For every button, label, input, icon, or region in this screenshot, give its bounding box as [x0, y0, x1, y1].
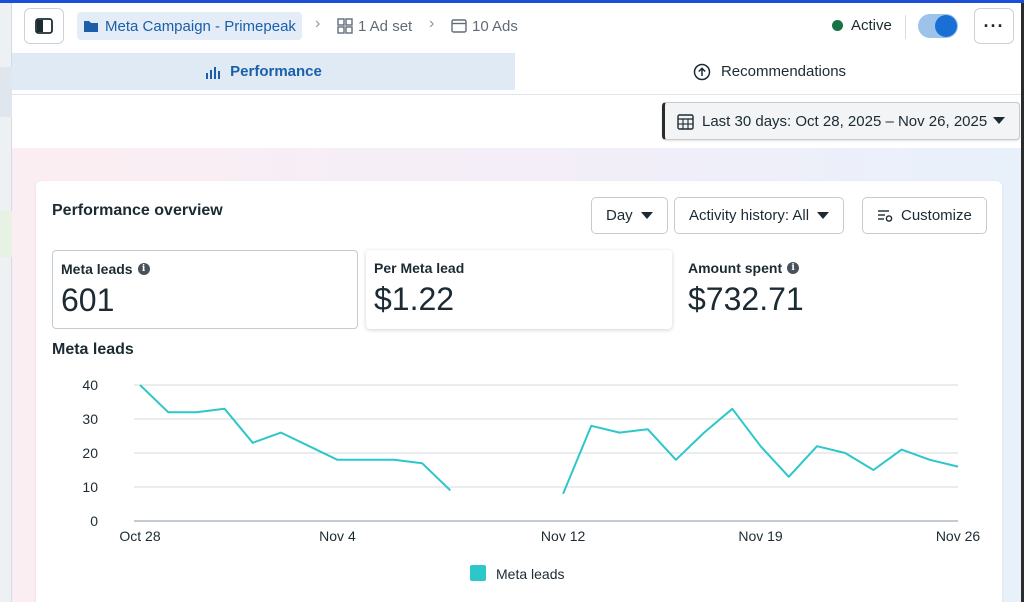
- date-range-label: Last 30 days: Oct 28, 2025 – Nov 26, 202…: [702, 112, 988, 130]
- left-panel: [0, 3, 12, 602]
- campaign-name: Meta Campaign - Primepeak: [105, 17, 296, 35]
- sidebar-toggle-button[interactable]: [24, 8, 64, 44]
- customize-button[interactable]: Customize: [862, 197, 987, 234]
- sidebar-panel-icon: [35, 18, 53, 34]
- left-panel-selected-row[interactable]: [0, 67, 12, 117]
- status-label: Active: [851, 17, 892, 34]
- metric-label-row: Meta leads i: [61, 261, 349, 277]
- tab-performance[interactable]: Performance: [12, 53, 515, 90]
- y-tick-label: 10: [82, 479, 98, 495]
- bar-chart-icon: [206, 66, 221, 79]
- activity-history-dropdown[interactable]: Activity history: All: [674, 197, 845, 234]
- left-panel-row[interactable]: [0, 211, 12, 257]
- caret-down-icon: [817, 212, 830, 219]
- tabs-divider: [12, 94, 1021, 95]
- metric-card-meta-leads[interactable]: Meta leads i 601: [52, 250, 358, 329]
- date-range-picker[interactable]: Last 30 days: Oct 28, 2025 – Nov 26, 202…: [662, 102, 1020, 140]
- tab-recommendations-label: Recommendations: [720, 63, 847, 80]
- ad-window-icon: [451, 19, 467, 33]
- customize-label: Customize: [901, 207, 972, 224]
- x-tick-label: Nov 12: [541, 528, 586, 544]
- metric-label: Amount spent: [688, 260, 783, 276]
- header: Meta Campaign - Primepeak › 1 Ad set › 1…: [12, 3, 1021, 50]
- campaign-status: Active: [832, 17, 892, 34]
- chart-title: Meta leads: [52, 341, 134, 358]
- y-tick-label: 20: [82, 445, 98, 461]
- metric-value: $1.22: [374, 281, 455, 317]
- granularity-label: Day: [606, 207, 633, 224]
- series-line-meta-leads: [562, 407, 959, 495]
- info-icon[interactable]: i: [137, 263, 150, 275]
- metric-label: Per Meta lead: [374, 260, 465, 276]
- breadcrumb-campaign[interactable]: Meta Campaign - Primepeak: [77, 12, 302, 40]
- y-tick-label: 40: [82, 377, 98, 393]
- tab-recommendations[interactable]: Recommendations: [515, 53, 1021, 90]
- caret-down-icon: [993, 117, 1005, 124]
- y-tick-label: 0: [90, 513, 98, 529]
- breadcrumb-ads[interactable]: 10 Ads: [451, 12, 518, 40]
- tab-performance-label: Performance: [230, 63, 322, 80]
- more-options-button[interactable]: ···: [974, 8, 1014, 44]
- series-line-meta-leads: [139, 384, 451, 492]
- breadcrumb-ad-set[interactable]: 1 Ad set: [337, 12, 412, 40]
- x-tick-label: Nov 26: [936, 528, 981, 544]
- main-panel: Meta Campaign - Primepeak › 1 Ad set › 1…: [12, 3, 1024, 602]
- metric-label: Meta leads: [61, 261, 133, 277]
- meta-leads-line-chart: 0 10 20 30 40 Oct 28 Nov 4 Nov 12 Nov 19 Nov 26 Me…: [82, 377, 981, 582]
- x-tick-label: Nov 4: [319, 528, 356, 544]
- metric-value: 601: [61, 282, 115, 318]
- chevron-right-icon: ›: [429, 15, 435, 32]
- y-tick-label: 30: [82, 411, 98, 427]
- toggle-knob: [935, 15, 957, 37]
- ads-label: 10 Ads: [472, 17, 518, 35]
- campaign-active-toggle[interactable]: [918, 14, 958, 38]
- x-tick-label: Nov 19: [738, 528, 783, 544]
- settings-list-icon: [878, 209, 893, 222]
- granularity-dropdown[interactable]: Day: [591, 197, 668, 234]
- activity-history-label: Activity history: All: [689, 207, 810, 224]
- caret-down-icon: [640, 212, 653, 219]
- window-top-accent: [0, 0, 1024, 3]
- status-dot-icon: [832, 20, 843, 31]
- arrow-up-circle-icon: [693, 63, 711, 80]
- folder-icon: [84, 21, 98, 32]
- metric-label-row: Amount spent i: [688, 260, 978, 276]
- ad-set-label: 1 Ad set: [358, 17, 413, 35]
- divider: [905, 15, 906, 39]
- grid-icon: [337, 18, 353, 34]
- x-tick-label: Oct 28: [119, 528, 160, 544]
- chevron-right-icon: ›: [315, 15, 321, 32]
- legend-label: Meta leads: [496, 566, 564, 582]
- calendar-icon: [677, 113, 694, 130]
- card-title: Performance overview: [52, 202, 223, 219]
- legend-swatch: [470, 565, 486, 581]
- metric-card-amount-spent[interactable]: Amount spent i $732.71: [680, 250, 986, 329]
- metric-card-per-meta-lead[interactable]: Per Meta lead $1.22: [366, 250, 672, 329]
- metric-label-row: Per Meta lead: [374, 260, 664, 276]
- more-dots-icon: ···: [983, 15, 1005, 36]
- performance-overview-card: Performance overview Day Activity histor…: [36, 181, 1002, 602]
- info-icon[interactable]: i: [787, 262, 800, 274]
- metric-value: $732.71: [688, 281, 804, 317]
